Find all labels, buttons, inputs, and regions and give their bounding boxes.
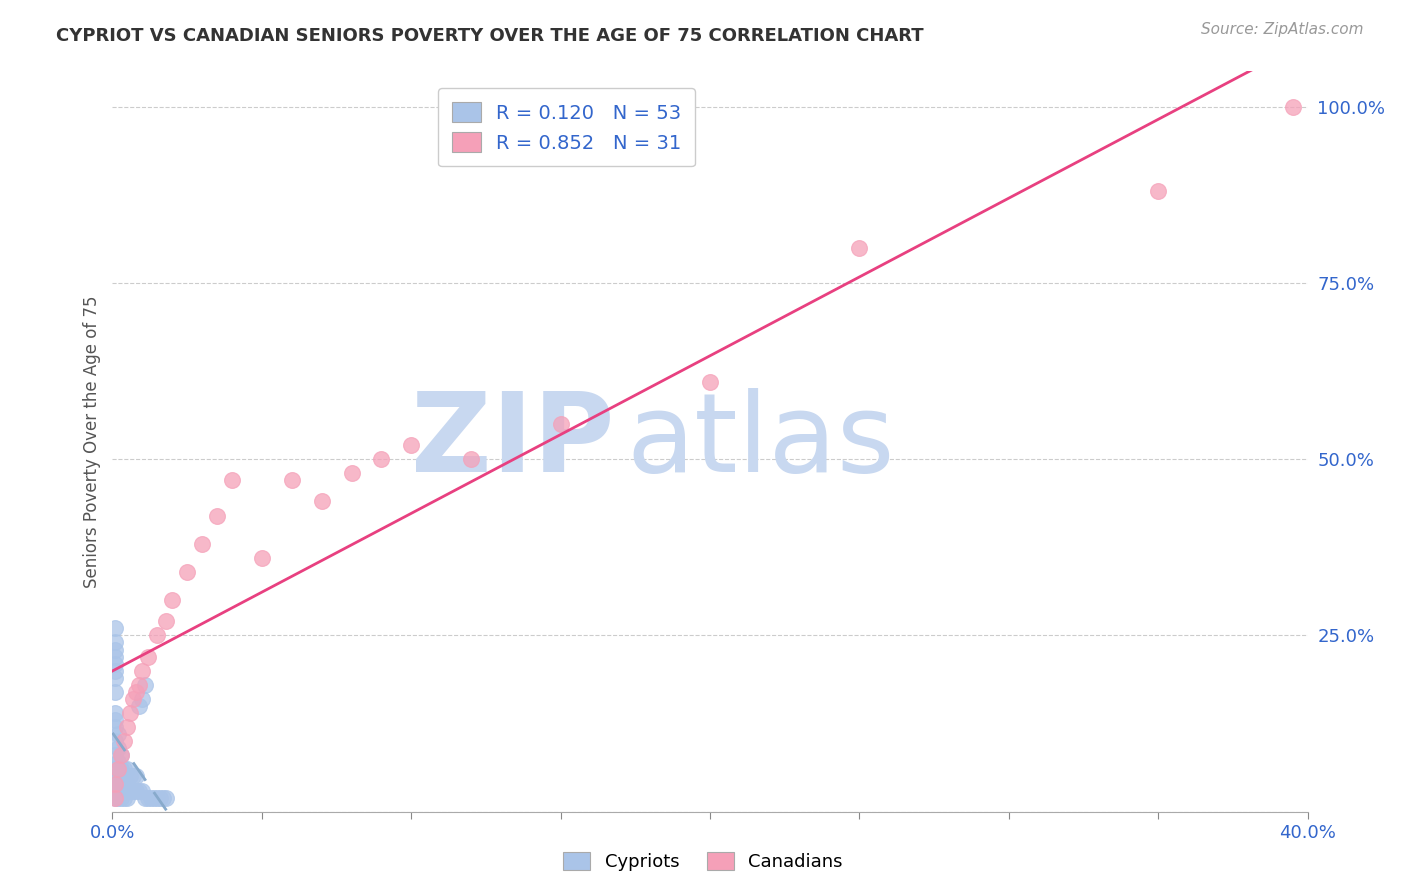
- Point: [191, 537, 214, 551]
- Point: [146, 628, 169, 642]
- Point: [107, 741, 129, 756]
- Point: [110, 776, 132, 790]
- Text: Source: ZipAtlas.com: Source: ZipAtlas.com: [1201, 22, 1364, 37]
- Legend: R = 0.120   N = 53, R = 0.852   N = 31: R = 0.120 N = 53, R = 0.852 N = 31: [439, 88, 695, 167]
- Point: [110, 763, 132, 777]
- Point: [107, 769, 129, 783]
- Point: [114, 776, 135, 790]
- Point: [125, 769, 148, 783]
- Y-axis label: Seniors Poverty Over the Age of 75: Seniors Poverty Over the Age of 75: [83, 295, 101, 588]
- Point: [176, 565, 198, 579]
- Point: [104, 748, 127, 763]
- Point: [221, 473, 243, 487]
- Point: [104, 642, 127, 657]
- Point: [104, 776, 127, 790]
- Point: [155, 615, 177, 629]
- Point: [117, 776, 139, 790]
- Point: [281, 473, 304, 487]
- Legend: Cypriots, Canadians: Cypriots, Canadians: [557, 845, 849, 879]
- Point: [699, 375, 721, 389]
- Point: [1147, 184, 1170, 198]
- Point: [104, 790, 127, 805]
- Point: [138, 649, 160, 664]
- Point: [128, 698, 150, 713]
- Point: [104, 649, 127, 664]
- Point: [104, 713, 127, 727]
- Point: [104, 769, 127, 783]
- Point: [250, 550, 273, 565]
- Point: [138, 790, 160, 805]
- Point: [104, 664, 127, 678]
- Point: [107, 783, 129, 797]
- Point: [120, 706, 142, 720]
- Point: [122, 769, 145, 783]
- Text: ZIP: ZIP: [411, 388, 614, 495]
- Point: [120, 769, 142, 783]
- Point: [117, 790, 139, 805]
- Point: [114, 790, 135, 805]
- Point: [117, 763, 139, 777]
- Point: [152, 790, 174, 805]
- Point: [311, 494, 333, 508]
- Point: [104, 776, 127, 790]
- Point: [134, 678, 156, 692]
- Point: [155, 790, 177, 805]
- Point: [1281, 100, 1303, 114]
- Point: [104, 621, 127, 635]
- Point: [205, 508, 228, 523]
- Point: [162, 593, 183, 607]
- Point: [401, 438, 423, 452]
- Point: [125, 783, 148, 797]
- Point: [107, 790, 129, 805]
- Point: [110, 748, 132, 763]
- Point: [128, 678, 150, 692]
- Point: [104, 720, 127, 734]
- Point: [125, 685, 148, 699]
- Point: [550, 417, 572, 431]
- Point: [110, 790, 132, 805]
- Point: [370, 452, 392, 467]
- Point: [110, 748, 132, 763]
- Point: [104, 706, 127, 720]
- Point: [131, 692, 153, 706]
- Point: [131, 783, 153, 797]
- Point: [128, 783, 150, 797]
- Point: [117, 720, 139, 734]
- Point: [141, 790, 163, 805]
- Point: [107, 727, 129, 741]
- Point: [122, 692, 145, 706]
- Point: [104, 783, 127, 797]
- Point: [104, 790, 127, 805]
- Point: [143, 790, 166, 805]
- Point: [104, 671, 127, 685]
- Point: [107, 756, 129, 770]
- Point: [460, 452, 482, 467]
- Point: [146, 790, 169, 805]
- Point: [120, 783, 142, 797]
- Point: [104, 685, 127, 699]
- Point: [104, 657, 127, 671]
- Point: [114, 763, 135, 777]
- Point: [131, 664, 153, 678]
- Point: [149, 790, 172, 805]
- Point: [848, 241, 870, 255]
- Point: [134, 790, 156, 805]
- Point: [104, 763, 127, 777]
- Text: atlas: atlas: [627, 388, 894, 495]
- Point: [122, 783, 145, 797]
- Point: [114, 734, 135, 748]
- Point: [104, 635, 127, 649]
- Point: [107, 763, 129, 777]
- Point: [340, 467, 363, 481]
- Text: CYPRIOT VS CANADIAN SENIORS POVERTY OVER THE AGE OF 75 CORRELATION CHART: CYPRIOT VS CANADIAN SENIORS POVERTY OVER…: [56, 27, 924, 45]
- Point: [104, 734, 127, 748]
